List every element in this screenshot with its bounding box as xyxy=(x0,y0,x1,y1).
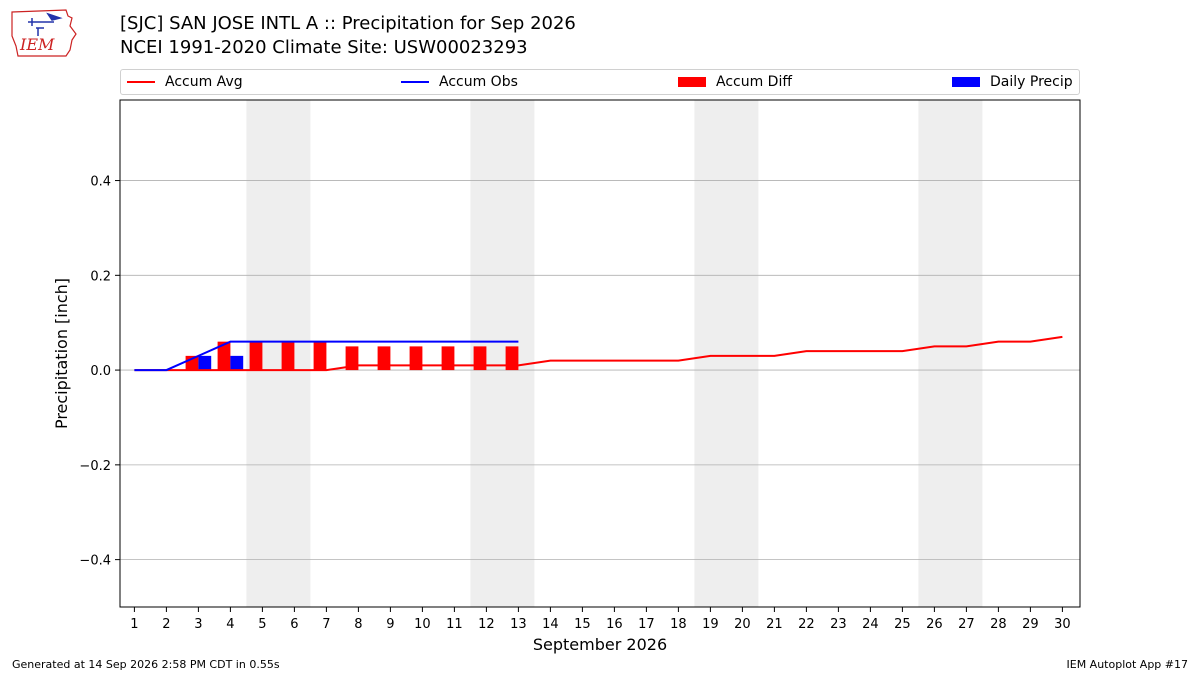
accum-avg-line xyxy=(134,335,1063,372)
x-tick-label: 25 xyxy=(894,617,911,632)
y-tick-label: 0.4 xyxy=(90,175,111,190)
legend-label-accum-obs: Accum Obs xyxy=(439,74,518,90)
bars xyxy=(185,341,519,371)
x-tick-label: 14 xyxy=(542,617,559,632)
x-tick-label: 19 xyxy=(702,617,719,632)
legend-swatch-daily-precip xyxy=(952,77,980,87)
x-tick-label: 6 xyxy=(290,617,298,632)
x-tick-label: 22 xyxy=(798,617,815,632)
weekend-band xyxy=(694,100,759,607)
chart-title: [SJC] SAN JOSE INTL A :: Precipitation f… xyxy=(120,13,576,34)
x-tick-label: 28 xyxy=(990,617,1007,632)
accum-diff-bar xyxy=(281,341,295,371)
accum-obs-line xyxy=(134,340,519,372)
legend-item-accum-obs: Accum Obs xyxy=(401,73,518,91)
legend-swatch-accum-obs xyxy=(401,81,429,83)
daily-precip-bar xyxy=(230,355,244,371)
x-tick-label: 24 xyxy=(862,617,879,632)
weekend-bands xyxy=(246,100,983,607)
legend-item-accum-avg: Accum Avg xyxy=(127,73,243,91)
x-tick-label: 10 xyxy=(414,617,431,632)
x-tick-label: 1 xyxy=(130,617,138,632)
accum-diff-bar xyxy=(249,341,263,371)
legend-label-accum-avg: Accum Avg xyxy=(165,74,243,90)
y-axis-ticks: −0.4 −0.2 0.0 0.2 0.4 xyxy=(79,175,120,569)
iem-logo: IEM xyxy=(11,9,77,57)
accum-diff-bar xyxy=(441,346,455,371)
y-tick-label: 0.0 xyxy=(90,364,111,379)
x-tick-label: 9 xyxy=(386,617,394,632)
y-tick-label: 0.2 xyxy=(90,269,111,284)
x-tick-label: 29 xyxy=(1022,617,1039,632)
daily-precip-bar xyxy=(198,355,212,371)
legend-label-daily-precip: Daily Precip xyxy=(990,74,1073,90)
x-tick-label: 18 xyxy=(670,617,687,632)
lines xyxy=(134,335,1063,372)
accum-diff-bar xyxy=(217,341,231,371)
x-axis-ticks: 1 2 3 4 5 6 7 8 9 10 11 12 13 14 15 16 17 18 19 20 21 22 23 24 2… xyxy=(130,607,1071,632)
x-tick-label: 20 xyxy=(734,617,751,632)
legend-item-daily-precip: Daily Precip xyxy=(952,73,1073,91)
accum-diff-bar xyxy=(505,346,519,371)
legend: Accum Avg Accum Obs Accum Diff Daily Pre… xyxy=(120,69,1080,95)
accum-diff-bar xyxy=(377,346,391,371)
legend-item-accum-diff: Accum Diff xyxy=(678,73,792,91)
logo-text: IEM xyxy=(19,35,55,54)
accum-diff-bar xyxy=(409,346,423,371)
x-tick-label: 26 xyxy=(926,617,943,632)
legend-swatch-accum-diff xyxy=(678,77,706,87)
plot-frame xyxy=(119,99,1081,608)
x-tick-label: 30 xyxy=(1054,617,1071,632)
x-tick-label: 16 xyxy=(606,617,623,632)
x-tick-label: 5 xyxy=(258,617,266,632)
x-tick-label: 15 xyxy=(574,617,591,632)
x-tick-label: 4 xyxy=(226,617,234,632)
x-tick-label: 21 xyxy=(766,617,783,632)
accum-diff-bar xyxy=(313,341,327,371)
legend-swatch-accum-avg xyxy=(127,81,155,83)
chart-subtitle: NCEI 1991-2020 Climate Site: USW00023293 xyxy=(120,37,528,58)
y-tick-label: −0.2 xyxy=(79,459,111,474)
x-tick-label: 11 xyxy=(446,617,463,632)
x-tick-label: 23 xyxy=(830,617,847,632)
y-axis-label: Precipitation [inch] xyxy=(52,278,71,429)
footer-generated-text: Generated at 14 Sep 2026 2:58 PM CDT in … xyxy=(12,658,280,671)
weekend-band xyxy=(918,100,983,607)
legend-label-accum-diff: Accum Diff xyxy=(716,74,793,90)
accum-diff-bar xyxy=(345,346,359,371)
x-tick-label: 2 xyxy=(162,617,170,632)
x-tick-label: 12 xyxy=(478,617,495,632)
x-tick-label: 7 xyxy=(322,617,330,632)
x-tick-label: 3 xyxy=(194,617,202,632)
weather-vane-icon xyxy=(28,12,63,36)
accum-diff-bar xyxy=(473,346,487,371)
x-tick-label: 8 xyxy=(354,617,362,632)
x-axis-label: September 2026 xyxy=(533,635,667,654)
x-tick-label: 27 xyxy=(958,617,975,632)
x-tick-label: 13 xyxy=(510,617,527,632)
x-tick-label: 17 xyxy=(638,617,655,632)
footer-app-text: IEM Autoplot App #17 xyxy=(1066,658,1189,671)
y-tick-label: −0.4 xyxy=(79,554,111,569)
